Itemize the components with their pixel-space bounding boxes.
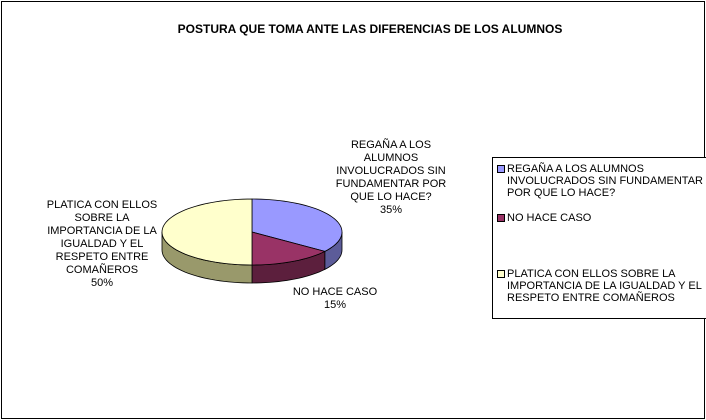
legend-swatch bbox=[497, 270, 505, 278]
legend-swatch bbox=[497, 165, 505, 173]
slice bbox=[251, 198, 343, 252]
legend-label: REGAÑA A LOS ALUMNOS INVOLUCRADOS SIN FU… bbox=[507, 163, 703, 199]
legend-swatch bbox=[497, 214, 505, 222]
legend-label: NO HACE CASO bbox=[507, 212, 592, 224]
slice bbox=[251, 231, 326, 266]
data-label: NO HACE CASO 15% bbox=[270, 286, 400, 312]
data-label-name: PLATICA CON ELLOS SOBRE LA IMPORTANCIA D… bbox=[46, 199, 158, 276]
data-label-value: 35% bbox=[379, 204, 403, 216]
data-label-value: 15% bbox=[323, 299, 347, 311]
slice bbox=[161, 198, 253, 266]
data-label: REGAÑA A LOS ALUMNOS INVOLUCRADOS SIN FU… bbox=[332, 139, 450, 217]
data-label-name: NO HACE CASO bbox=[292, 286, 378, 298]
data-label-name: REGAÑA A LOS ALUMNOS INVOLUCRADOS SIN FU… bbox=[335, 139, 447, 203]
data-label-value: 50% bbox=[90, 277, 114, 289]
data-label: PLATICA CON ELLOS SOBRE LA IMPORTANCIA D… bbox=[40, 199, 164, 290]
legend-label: PLATICA CON ELLOS SOBRE LA IMPORTANCIA D… bbox=[507, 268, 702, 304]
legend-entry: NO HACE CASO bbox=[497, 212, 706, 224]
legend-entry: PLATICA CON ELLOS SOBRE LA IMPORTANCIA D… bbox=[497, 268, 706, 304]
legend-entry: REGAÑA A LOS ALUMNOS INVOLUCRADOS SIN FU… bbox=[497, 163, 706, 199]
chart-title: POSTURA QUE TOMA ANTE LAS DIFERENCIAS DE… bbox=[177, 22, 563, 36]
legend: REGAÑA A LOS ALUMNOS INVOLUCRADOS SIN FU… bbox=[492, 157, 706, 319]
